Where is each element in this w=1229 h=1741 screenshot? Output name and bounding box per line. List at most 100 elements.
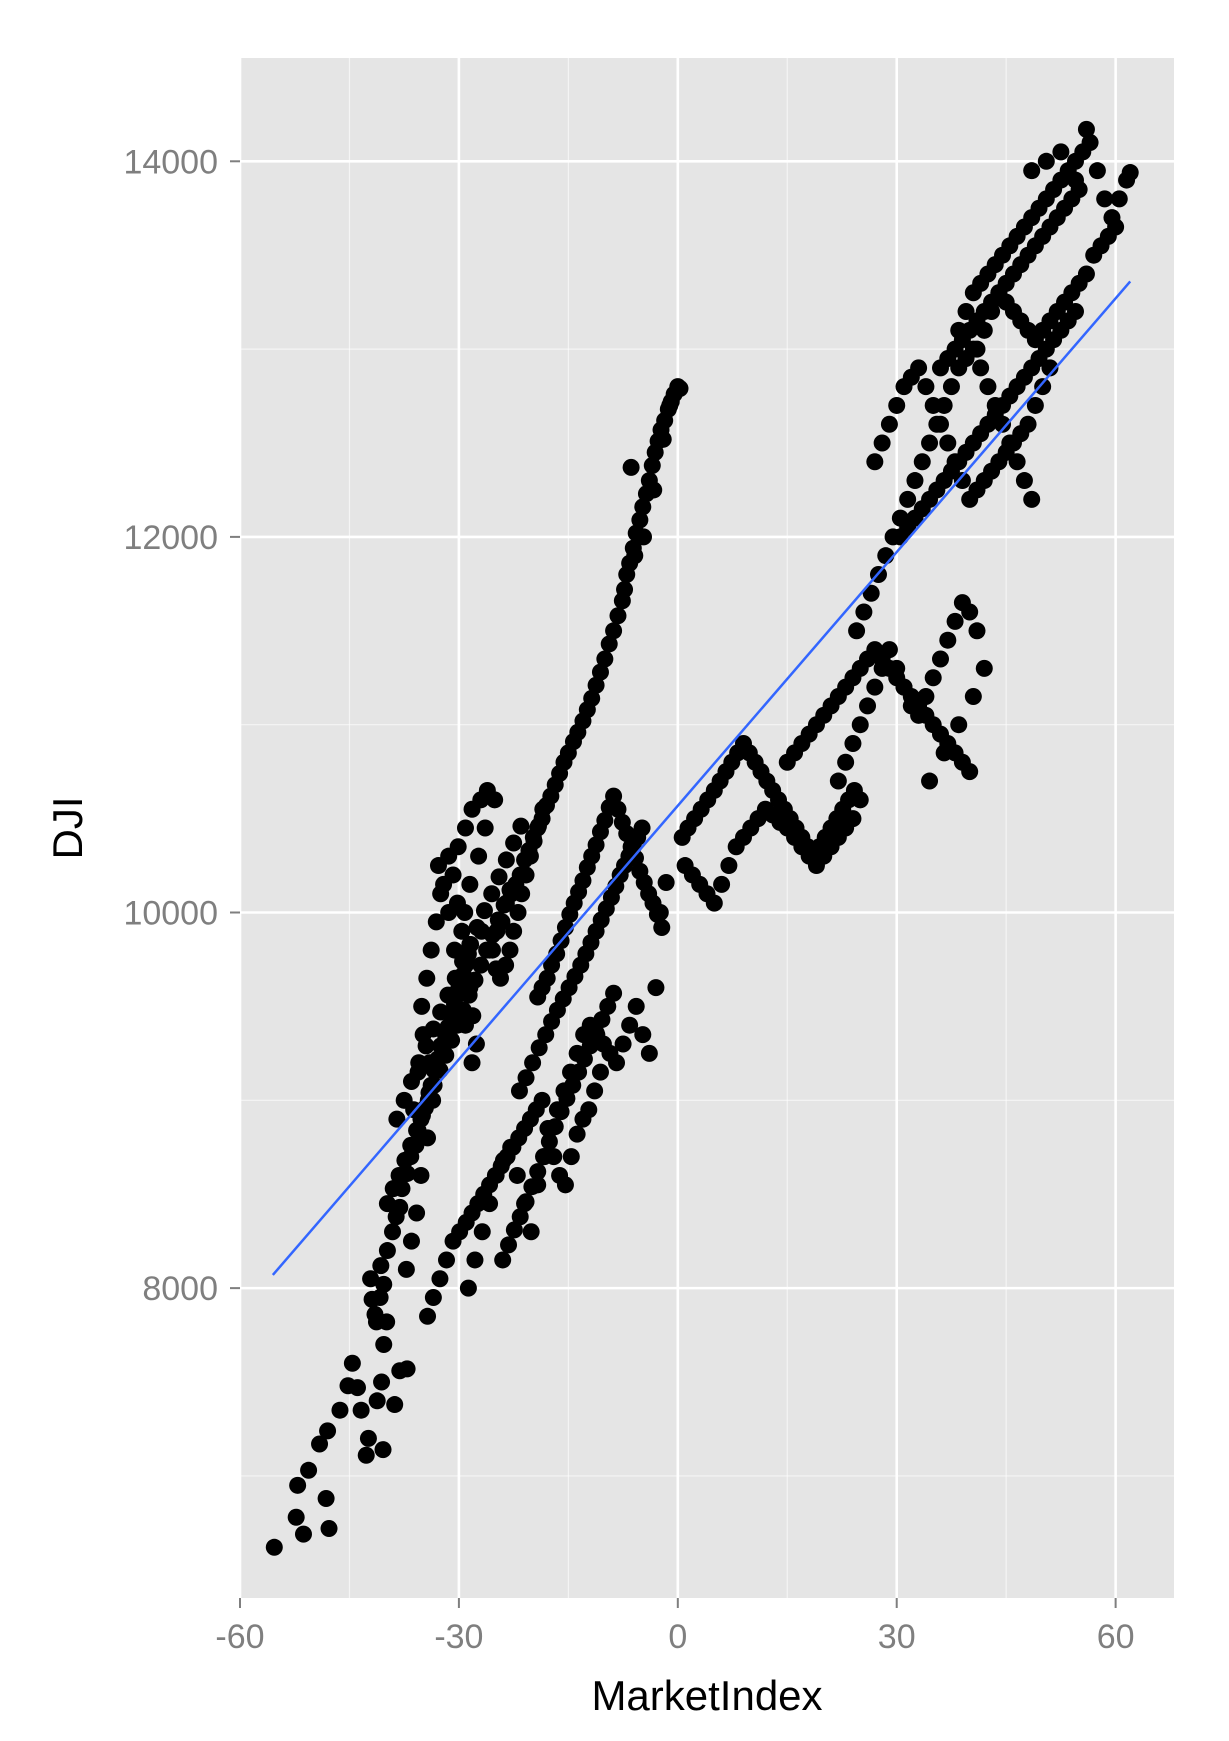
- data-point: [505, 1221, 523, 1239]
- data-point: [1019, 415, 1037, 433]
- data-point: [311, 1435, 329, 1453]
- data-point: [634, 1026, 652, 1044]
- data-point: [713, 875, 731, 893]
- data-point: [627, 997, 645, 1015]
- data-point: [390, 1166, 408, 1184]
- data-point: [432, 1003, 450, 1021]
- data-point: [402, 1232, 420, 1250]
- data-point: [461, 935, 479, 953]
- data-point: [424, 1289, 442, 1307]
- data-point: [645, 481, 663, 499]
- data-point: [939, 631, 957, 649]
- data-point: [454, 1001, 472, 1019]
- data-point: [487, 1166, 505, 1184]
- data-point: [431, 1270, 449, 1288]
- data-point: [862, 584, 880, 602]
- data-point: [402, 1073, 420, 1091]
- data-point: [456, 904, 474, 922]
- data-point: [562, 1148, 580, 1166]
- data-point: [979, 378, 997, 396]
- data-point: [1110, 190, 1128, 208]
- data-point: [520, 842, 538, 860]
- data-point: [591, 1063, 609, 1081]
- data-point: [877, 547, 895, 565]
- data-point: [917, 378, 935, 396]
- data-point: [608, 1054, 626, 1072]
- data-point: [467, 1035, 485, 1053]
- data-point: [475, 902, 493, 920]
- y-tick-label: 8000: [142, 1270, 218, 1308]
- data-point: [489, 911, 507, 929]
- data-point: [468, 919, 486, 937]
- data-point: [348, 1379, 366, 1397]
- data-point: [866, 678, 884, 696]
- data-point: [537, 1026, 555, 1044]
- data-point: [705, 894, 723, 912]
- data-point: [880, 641, 898, 659]
- data-point: [570, 1063, 588, 1081]
- data-point: [1023, 162, 1041, 180]
- data-point: [511, 1208, 529, 1226]
- data-point: [384, 1180, 402, 1198]
- data-point: [574, 872, 592, 890]
- data-point: [497, 851, 515, 869]
- data-point: [535, 1148, 553, 1166]
- data-point: [1077, 265, 1095, 283]
- data-point: [888, 659, 906, 677]
- data-point: [511, 866, 529, 884]
- data-point: [913, 453, 931, 471]
- data-point: [600, 635, 618, 653]
- data-point: [509, 904, 527, 922]
- data-point: [844, 734, 862, 752]
- data-point: [422, 941, 440, 959]
- data-point: [1037, 152, 1055, 170]
- data-point: [359, 1429, 377, 1447]
- data-point: [386, 1396, 404, 1414]
- data-point: [1034, 378, 1052, 396]
- data-point: [371, 1289, 389, 1307]
- data-point: [972, 359, 990, 377]
- data-point: [419, 1091, 437, 1109]
- data-point: [466, 1251, 484, 1269]
- data-point: [647, 979, 665, 997]
- tick-labels: -60 -30 0 30 60 8000 10000 12000 14000: [123, 143, 1134, 1656]
- data-point: [599, 997, 617, 1015]
- data-point: [671, 380, 689, 398]
- data-point: [837, 753, 855, 771]
- data-point: [924, 669, 942, 687]
- x-tick-label: -30: [434, 1618, 483, 1656]
- data-point: [449, 838, 467, 856]
- data-point: [466, 971, 484, 989]
- data-point: [866, 453, 884, 471]
- data-point: [439, 986, 457, 1004]
- data-point: [461, 875, 479, 893]
- data-point: [587, 836, 605, 854]
- data-point: [413, 1106, 431, 1124]
- data-point: [1081, 134, 1099, 152]
- data-point: [895, 678, 913, 696]
- data-point: [494, 1151, 512, 1169]
- data-point: [961, 763, 979, 781]
- data-point: [942, 378, 960, 396]
- data-point: [851, 791, 869, 809]
- y-axis-title: DJI: [44, 797, 91, 860]
- data-point: [483, 885, 501, 903]
- data-point: [384, 1223, 402, 1241]
- data-point: [631, 511, 649, 529]
- y-tick-label: 10000: [123, 895, 218, 933]
- data-point: [319, 1422, 337, 1440]
- data-point: [1026, 396, 1044, 414]
- data-point: [372, 1257, 390, 1275]
- y-tick-label: 12000: [123, 519, 218, 557]
- data-point: [657, 873, 675, 891]
- data-point: [294, 1525, 312, 1543]
- data-point: [935, 744, 953, 762]
- data-point: [1107, 218, 1125, 236]
- data-point: [443, 1031, 461, 1049]
- data-point: [533, 810, 551, 828]
- data-point: [438, 1251, 456, 1269]
- data-point: [616, 580, 634, 598]
- data-point: [533, 1091, 551, 1109]
- y-tick-label: 14000: [123, 143, 218, 181]
- data-point: [419, 1307, 437, 1325]
